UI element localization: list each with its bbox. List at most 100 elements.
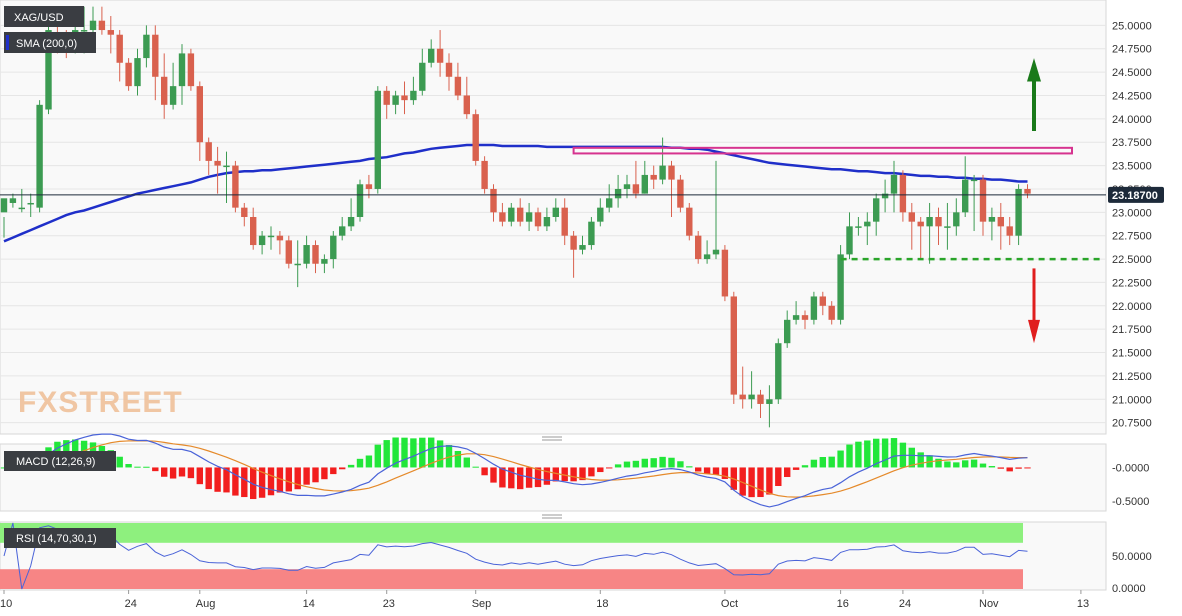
candle-body [837, 254, 844, 320]
macd-histogram-bar [454, 450, 462, 468]
macd-histogram-bar [917, 452, 924, 468]
candle-body [152, 34, 159, 77]
time-x-axis: 10 24 Aug 14 23 Sep 18 Oct 16 24 Nov 13 [0, 590, 1089, 610]
macd-histogram-bar [232, 467, 239, 496]
macd-signal-line [4, 440, 1028, 498]
macd-histogram-bar [312, 467, 319, 483]
rsi-line [3, 522, 1028, 590]
candle-body [89, 20, 97, 31]
sma-label[interactable]: SMA (200,0) [4, 32, 96, 53]
macd-histogram-bar [330, 467, 337, 475]
macd-histogram-bar [223, 467, 230, 493]
candle-body [428, 48, 435, 63]
candle-body [677, 179, 684, 208]
price-tick-label: 22.5000 [1112, 254, 1152, 266]
price-tick-label: 21.0000 [1112, 394, 1152, 406]
candle-body [899, 174, 907, 213]
macd-histogram-bar [739, 467, 746, 496]
macd-histogram-bar [276, 467, 284, 493]
candle-body [321, 259, 328, 264]
price-tick-label: 22.7500 [1112, 231, 1152, 243]
macd-histogram-bar [1024, 467, 1031, 469]
macd-histogram-bar [339, 467, 346, 470]
last-price-tag: 23.18700 [1108, 186, 1164, 203]
candle-body [276, 235, 284, 241]
macd-label-box [4, 451, 116, 471]
candle-body [454, 76, 462, 96]
macd-histogram-bar [703, 467, 711, 475]
candle-body [383, 90, 390, 105]
bullish-arrow-icon [1027, 58, 1041, 131]
pane-resize-handle-1[interactable] [542, 436, 562, 441]
macd-pane: -0.0000 -0.5000 MACD (12,26,9) [0, 433, 1149, 512]
instrument-label-box [4, 6, 84, 27]
candle-body [962, 179, 969, 213]
macd-histogram-bar [534, 467, 542, 488]
candle-body [730, 296, 737, 395]
macd-histogram-bar [196, 467, 203, 485]
macd-label[interactable]: MACD (12,26,9) [4, 451, 116, 471]
candle-body [588, 221, 595, 246]
macd-histogram-bar [125, 464, 132, 468]
candle-body [828, 305, 835, 320]
macd-histogram-bar [552, 467, 559, 482]
macd-histogram-bar [169, 467, 177, 479]
macd-histogram-bar [784, 467, 791, 478]
macd-histogram-bar [873, 438, 880, 468]
macd-histogram-bar [748, 467, 755, 498]
candle-body [703, 254, 711, 260]
price-tick-label: 21.7500 [1112, 324, 1152, 336]
candle-body [935, 217, 942, 227]
candle-body [508, 207, 515, 222]
candle-body [623, 184, 631, 189]
rsi-label[interactable]: RSI (14,70,30,1) [4, 528, 116, 548]
macd-histogram-bar [864, 440, 871, 468]
macd-histogram-bar [979, 463, 987, 468]
fxstreet-logo: FXSTREET [18, 386, 183, 419]
candle-body [873, 198, 880, 222]
macd-histogram-bar [134, 466, 141, 468]
candle-body [641, 174, 648, 194]
macd-histogram-bar [508, 467, 515, 489]
candle-body [525, 212, 533, 222]
macd-histogram-bar [365, 455, 373, 468]
price-tick-label: 20.7500 [1112, 418, 1152, 430]
macd-histogram-bar [695, 467, 702, 472]
candle-body [339, 226, 346, 236]
rsi-oversold-zone [0, 569, 1023, 589]
candle-body [143, 34, 150, 59]
macd-histogram-bar [187, 467, 195, 479]
resistance-zone [572, 146, 1073, 155]
macd-histogram-bar [775, 467, 782, 487]
candle-body [463, 95, 470, 115]
instrument-label[interactable]: XAG/USD [4, 6, 84, 27]
candle-body [267, 235, 275, 238]
pane-resize-handle-2[interactable] [542, 514, 562, 519]
candle-body [597, 207, 604, 222]
candle-body [890, 174, 898, 194]
price-tick-label: 21.5000 [1112, 348, 1152, 360]
macd-histogram-bar [543, 467, 551, 485]
candle-body [721, 249, 729, 297]
macd-histogram-bar [890, 438, 898, 468]
candle-body [739, 394, 746, 400]
candle-body [810, 296, 818, 320]
macd-histogram-bar [463, 457, 470, 468]
macd-histogram-bar [606, 467, 613, 469]
candle-body [1024, 188, 1031, 194]
macd-histogram-bar [499, 467, 506, 488]
candle-body [481, 160, 488, 189]
macd-histogram-bar [953, 462, 960, 468]
macd-histogram-bar [588, 467, 595, 477]
candle-body [712, 249, 720, 255]
price-tick-label: 23.7500 [1112, 137, 1152, 149]
price-tick-label: 23.5000 [1112, 161, 1152, 173]
candle-body [775, 343, 782, 400]
candle-body [499, 212, 506, 222]
candle-body [232, 165, 239, 208]
candle-body [205, 142, 212, 161]
price-pane: 25.0000 24.7500 24.5000 24.2500 24.0000 23.75… [0, 0, 1164, 435]
macd-histogram-bar [401, 437, 408, 468]
candle-body [116, 34, 123, 63]
macd-histogram-bar [1006, 467, 1013, 472]
